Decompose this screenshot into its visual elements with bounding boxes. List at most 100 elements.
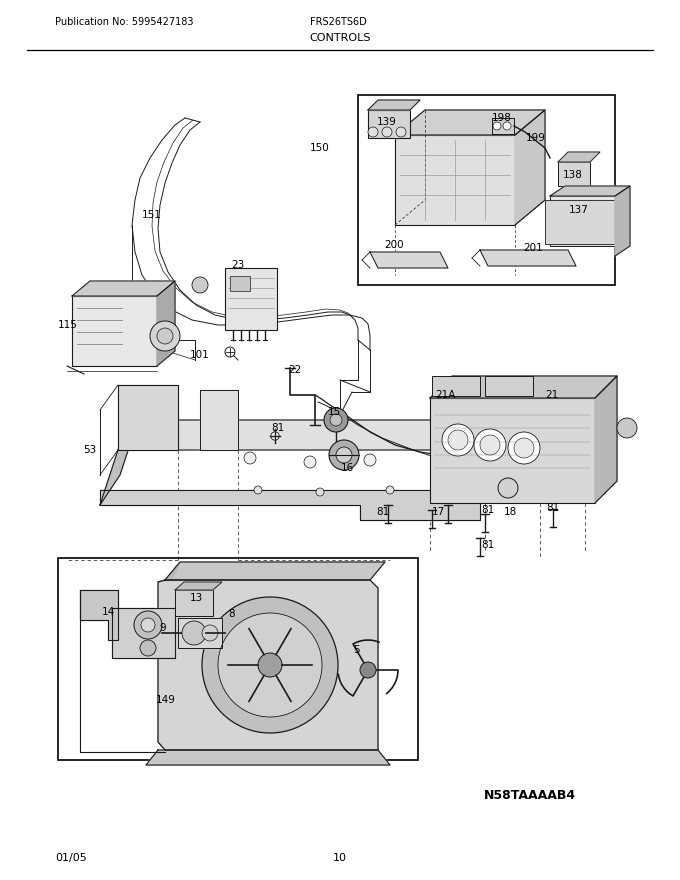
Polygon shape: [200, 390, 238, 450]
Circle shape: [316, 488, 324, 496]
Polygon shape: [118, 420, 500, 450]
Bar: [58, 558, 418, 760]
Text: 151: 151: [142, 210, 162, 220]
Polygon shape: [100, 420, 138, 505]
Polygon shape: [158, 580, 378, 750]
Circle shape: [202, 625, 218, 641]
Text: 81: 81: [481, 505, 494, 515]
Circle shape: [364, 454, 376, 466]
Bar: [432, 376, 480, 396]
Polygon shape: [175, 582, 222, 590]
Polygon shape: [368, 100, 420, 110]
Text: 5: 5: [353, 645, 359, 655]
Bar: [225, 268, 277, 330]
Circle shape: [218, 613, 322, 717]
Circle shape: [329, 440, 359, 470]
Circle shape: [514, 438, 534, 458]
Text: 21A: 21A: [435, 390, 455, 400]
Polygon shape: [558, 152, 600, 162]
Bar: [430, 398, 595, 503]
Text: 115: 115: [58, 320, 78, 330]
Text: FRS26TS6D: FRS26TS6D: [310, 17, 367, 27]
Text: 138: 138: [563, 170, 583, 180]
Polygon shape: [595, 376, 617, 503]
Circle shape: [225, 347, 235, 357]
Circle shape: [258, 653, 282, 677]
Polygon shape: [395, 110, 545, 135]
Polygon shape: [515, 110, 545, 225]
Circle shape: [396, 127, 406, 137]
Text: 149: 149: [156, 695, 176, 705]
Text: 13: 13: [189, 593, 203, 603]
Text: 53: 53: [84, 445, 97, 455]
Circle shape: [474, 429, 506, 461]
Text: 22: 22: [288, 365, 302, 375]
Text: CONTROLS: CONTROLS: [309, 33, 371, 43]
Polygon shape: [178, 618, 222, 648]
Polygon shape: [165, 562, 385, 580]
Circle shape: [182, 621, 206, 645]
Text: 9: 9: [160, 623, 167, 633]
Text: 101: 101: [190, 350, 210, 360]
Circle shape: [448, 430, 468, 450]
Text: 8: 8: [228, 609, 235, 619]
Polygon shape: [80, 590, 118, 640]
Polygon shape: [112, 608, 175, 658]
Circle shape: [324, 408, 348, 432]
Circle shape: [498, 478, 518, 498]
Circle shape: [254, 486, 262, 494]
Circle shape: [493, 122, 501, 130]
Circle shape: [271, 432, 279, 440]
Text: N58TAAAAB4: N58TAAAAB4: [484, 788, 576, 802]
Bar: [230, 276, 250, 291]
Text: 198: 198: [492, 113, 512, 123]
Circle shape: [244, 452, 256, 464]
Polygon shape: [550, 186, 630, 196]
Text: 01/05: 01/05: [55, 853, 87, 863]
Text: 16: 16: [341, 463, 354, 473]
Polygon shape: [100, 490, 480, 520]
Polygon shape: [146, 750, 390, 765]
Circle shape: [304, 456, 316, 468]
Circle shape: [330, 414, 342, 426]
Polygon shape: [157, 281, 175, 366]
Circle shape: [368, 127, 378, 137]
Bar: [368, 110, 410, 138]
Text: 18: 18: [503, 507, 517, 517]
Text: 137: 137: [569, 205, 589, 215]
Circle shape: [360, 662, 376, 678]
Text: 81: 81: [376, 507, 390, 517]
Circle shape: [503, 122, 511, 130]
Polygon shape: [72, 281, 175, 296]
Text: 81: 81: [481, 540, 494, 550]
Circle shape: [386, 486, 394, 494]
Text: 201: 201: [523, 243, 543, 253]
Text: 17: 17: [431, 507, 445, 517]
Text: Publication No: 5995427183: Publication No: 5995427183: [55, 17, 194, 27]
Circle shape: [202, 597, 338, 733]
Text: 150: 150: [310, 143, 330, 153]
Text: 199: 199: [526, 133, 546, 143]
Circle shape: [192, 277, 208, 293]
Text: 10: 10: [333, 853, 347, 863]
Bar: [175, 590, 213, 616]
Circle shape: [134, 611, 162, 639]
Polygon shape: [430, 376, 617, 398]
Bar: [485, 376, 533, 396]
Polygon shape: [158, 562, 180, 582]
Polygon shape: [615, 186, 630, 256]
Text: 200: 200: [384, 240, 404, 250]
Text: 139: 139: [377, 117, 397, 127]
Bar: [358, 95, 615, 285]
Text: 14: 14: [101, 607, 115, 617]
Circle shape: [382, 127, 392, 137]
Circle shape: [336, 447, 352, 463]
Polygon shape: [118, 385, 178, 450]
Circle shape: [157, 328, 173, 344]
Bar: [492, 118, 514, 134]
Text: 15: 15: [327, 407, 341, 417]
Text: 81: 81: [271, 423, 285, 433]
Bar: [395, 135, 515, 225]
Text: 23: 23: [231, 260, 245, 270]
Text: 81: 81: [546, 503, 560, 513]
